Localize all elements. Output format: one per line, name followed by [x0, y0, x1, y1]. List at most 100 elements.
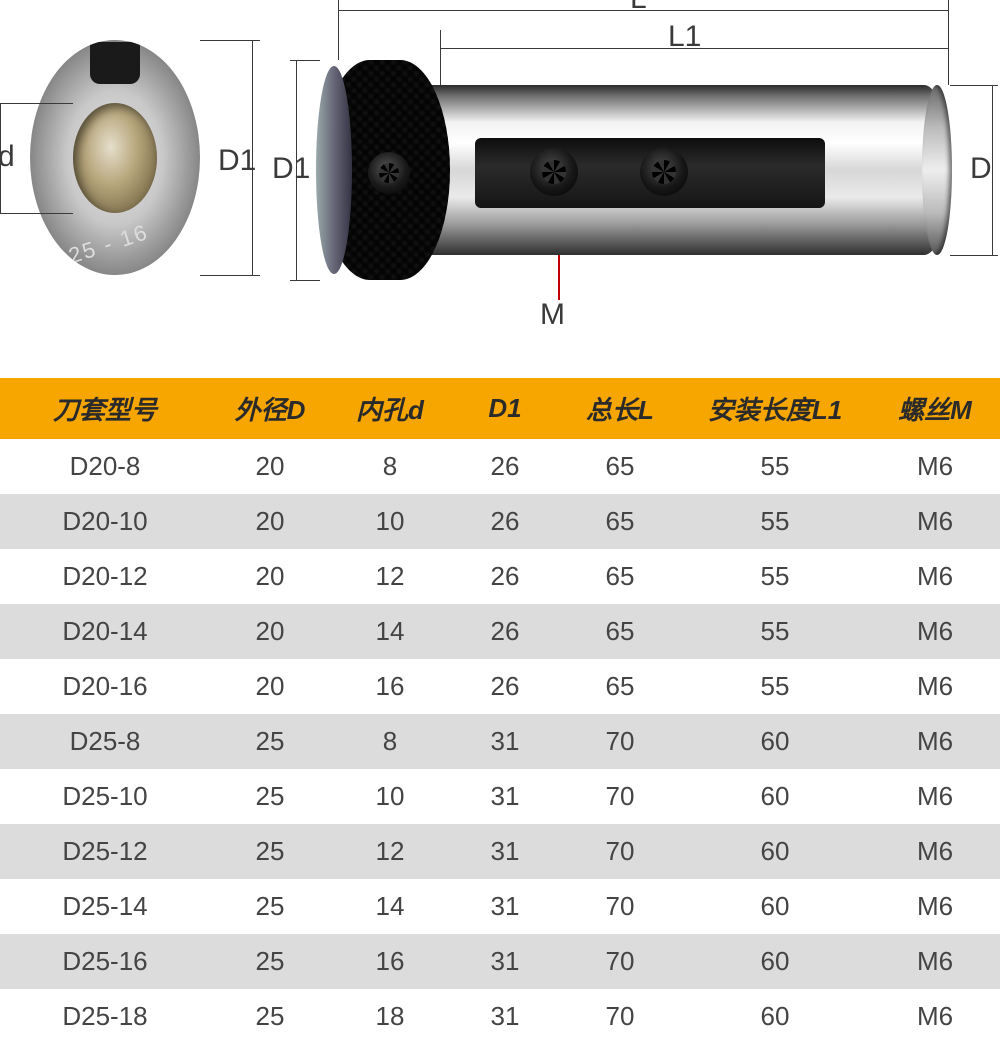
table-cell: 25 [210, 934, 330, 989]
table-row: D25-142514317060M6 [0, 879, 1000, 934]
th-L1: 安装长度L1 [680, 378, 870, 439]
table-cell: 65 [560, 439, 680, 494]
d-dim-line-r [992, 85, 993, 255]
table-row: D20-102010266555M6 [0, 494, 1000, 549]
table-cell: M6 [870, 494, 1000, 549]
table-cell: 26 [450, 604, 560, 659]
table-cell: D20-10 [0, 494, 210, 549]
table-cell: 70 [560, 714, 680, 769]
spec-table: 刀套型号 外径D 内孔d D1 总长L 安装长度L1 螺丝M D20-82082… [0, 378, 1000, 1044]
table-cell: D25-14 [0, 879, 210, 934]
table-row: D20-122012266555M6 [0, 549, 1000, 604]
table-cell: 65 [560, 549, 680, 604]
table-cell: 8 [330, 714, 450, 769]
front-notch [90, 42, 140, 84]
label-D1-mid: D1 [272, 152, 310, 186]
table-cell: D25-8 [0, 714, 210, 769]
side-view [320, 60, 970, 280]
table-cell: 60 [680, 879, 870, 934]
table-row: D20-162016266555M6 [0, 659, 1000, 714]
table-cell: 60 [680, 714, 870, 769]
table-row: D20-142014266555M6 [0, 604, 1000, 659]
label-D: D [970, 152, 992, 186]
table-cell: 31 [450, 879, 560, 934]
table-row: D25-182518317060M6 [0, 989, 1000, 1044]
front-view: D25 - 16 [30, 40, 200, 275]
collar-face [316, 66, 352, 274]
table-row: D25-8258317060M6 [0, 714, 1000, 769]
table-cell: 20 [210, 439, 330, 494]
set-screw-2 [640, 148, 688, 196]
table-cell: D25-16 [0, 934, 210, 989]
table-cell: D20-16 [0, 659, 210, 714]
table-row: D20-8208266555M6 [0, 439, 1000, 494]
table-cell: M6 [870, 604, 1000, 659]
table-cell: 31 [450, 824, 560, 879]
d1m-ext-top [290, 60, 320, 61]
L1-ext-left [440, 30, 441, 85]
front-bore [73, 103, 157, 213]
th-D: 外径D [210, 378, 330, 439]
table-cell: 25 [210, 714, 330, 769]
table-cell: 20 [210, 549, 330, 604]
label-L: L [630, 0, 647, 16]
table-cell: 65 [560, 659, 680, 714]
shaft-end [922, 85, 952, 255]
table-cell: 26 [450, 659, 560, 714]
table-cell: D20-14 [0, 604, 210, 659]
table-cell: M6 [870, 659, 1000, 714]
table-cell: 55 [680, 604, 870, 659]
L-ext-right [948, 0, 949, 85]
th-model: 刀套型号 [0, 378, 210, 439]
table-cell: 26 [450, 439, 560, 494]
table-cell: 31 [450, 769, 560, 824]
table-cell: 60 [680, 934, 870, 989]
th-D1: D1 [450, 378, 560, 439]
d1m-ext-bot [290, 280, 320, 281]
d-ext-bot-r [950, 255, 998, 256]
dimension-diagram: D25 - 16 d D1 D1 D L L1 M [0, 0, 1000, 350]
table-row: D25-162516317060M6 [0, 934, 1000, 989]
table-cell: 60 [680, 989, 870, 1044]
table-cell: 31 [450, 934, 560, 989]
table-cell: D25-18 [0, 989, 210, 1044]
label-L1: L1 [668, 20, 701, 54]
table-cell: 60 [680, 824, 870, 879]
collar-set-screw [368, 152, 410, 194]
d-ext-top [0, 103, 73, 104]
table-cell: M6 [870, 769, 1000, 824]
table-cell: 55 [680, 439, 870, 494]
table-cell: 55 [680, 494, 870, 549]
table-cell: 70 [560, 769, 680, 824]
d1l-ext-bot [200, 275, 260, 276]
table-cell: 14 [330, 604, 450, 659]
table-row: D25-122512317060M6 [0, 824, 1000, 879]
d1l-ext-top [200, 40, 260, 41]
table-cell: 70 [560, 934, 680, 989]
table-cell: 65 [560, 494, 680, 549]
table-cell: D20-12 [0, 549, 210, 604]
table-cell: 20 [210, 659, 330, 714]
table-cell: 65 [560, 604, 680, 659]
set-screw-1 [530, 148, 578, 196]
table-cell: 12 [330, 824, 450, 879]
table-cell: 25 [210, 879, 330, 934]
table-cell: D25-10 [0, 769, 210, 824]
table-cell: 31 [450, 714, 560, 769]
table-cell: M6 [870, 879, 1000, 934]
table-cell: 14 [330, 879, 450, 934]
table-cell: 26 [450, 494, 560, 549]
table-cell: 25 [210, 824, 330, 879]
th-M: 螺丝M [870, 378, 1000, 439]
table-cell: 70 [560, 989, 680, 1044]
table-cell: 70 [560, 879, 680, 934]
table-header-row: 刀套型号 外径D 内孔d D1 总长L 安装长度L1 螺丝M [0, 378, 1000, 439]
table-cell: 20 [210, 604, 330, 659]
table-cell: M6 [870, 989, 1000, 1044]
table-cell: M6 [870, 549, 1000, 604]
table-cell: 16 [330, 659, 450, 714]
table-cell: 16 [330, 934, 450, 989]
d-ext-bot [0, 213, 73, 214]
L-ext-left [338, 0, 339, 60]
table-cell: 12 [330, 549, 450, 604]
